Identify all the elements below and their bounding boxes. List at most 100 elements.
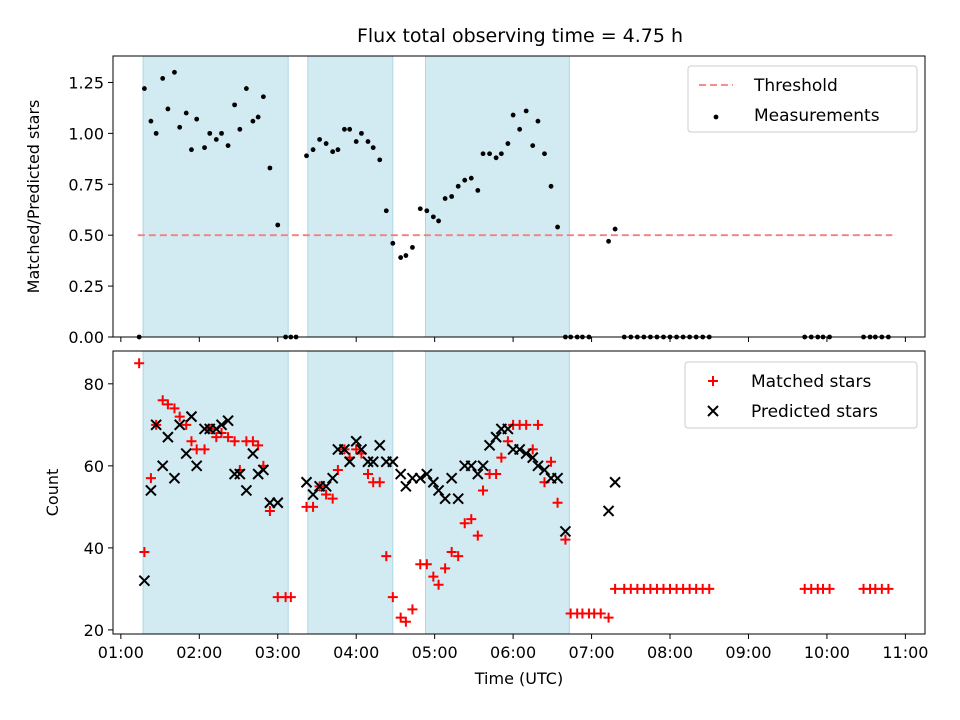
- predicted-star-point: [180, 447, 192, 460]
- predicted-star-point: [538, 464, 551, 476]
- measurement-point: [530, 143, 536, 148]
- legend-frame: [687, 65, 918, 133]
- matched-star-point: [400, 616, 411, 627]
- matched-star-point: [308, 501, 319, 512]
- x-tick-label: 07:00: [569, 643, 615, 662]
- matched-star-point: [532, 419, 543, 430]
- predicted-star-point: [168, 472, 181, 484]
- predicted-star-point: [185, 410, 198, 423]
- predicted-star-point: [215, 419, 228, 431]
- measurement-point: [498, 151, 504, 157]
- predicted-star-point: [532, 460, 544, 472]
- matched-star-point: [247, 436, 258, 447]
- measurement-point: [480, 151, 486, 157]
- predicted-star-point: [362, 456, 374, 468]
- measurement-point: [436, 218, 441, 224]
- predicted-star-point: [421, 468, 433, 480]
- top-shaded-span: [307, 55, 394, 338]
- measurement-point: [505, 141, 511, 146]
- matched-star-point: [351, 444, 362, 455]
- predicted-star-point: [374, 439, 386, 452]
- measurement-point: [317, 137, 322, 142]
- measurement-point: [410, 245, 415, 250]
- matched-star-point: [264, 505, 275, 516]
- measurement-point: [213, 137, 219, 142]
- measurement-point: [267, 165, 273, 171]
- predicted-star-point: [138, 574, 151, 587]
- matched-star-point: [362, 469, 373, 480]
- x-tick-label: 02:00: [176, 643, 222, 662]
- measurement-point: [237, 126, 243, 132]
- matched-star-point: [223, 432, 234, 443]
- measurement-point: [207, 130, 213, 136]
- measurement-point: [468, 175, 474, 181]
- matched-star-point: [381, 551, 392, 562]
- measurement-point: [403, 253, 409, 258]
- measurement-point: [232, 102, 238, 108]
- predicted-star-point: [307, 488, 319, 501]
- legend-predicted-swatch: [707, 405, 719, 417]
- measurement-point: [535, 118, 541, 124]
- matched-star-point: [211, 432, 222, 443]
- predicted-star-point: [150, 419, 162, 431]
- measurement-point: [250, 118, 256, 124]
- x-tick-label: 01:00: [98, 643, 144, 662]
- matched-star-point: [546, 456, 557, 467]
- predicted-star-point: [350, 435, 362, 447]
- predicted-star-point: [156, 460, 169, 472]
- predicted-star-point: [394, 468, 407, 480]
- measurement-point: [370, 145, 376, 151]
- measurement-point: [304, 153, 309, 159]
- predicted-star-point: [145, 484, 157, 497]
- measurement-point: [183, 110, 189, 116]
- legend-label: Measurements: [754, 106, 880, 126]
- predicted-star-point: [367, 456, 379, 468]
- predicted-star-point: [228, 468, 241, 480]
- predicted-star-point: [338, 443, 351, 456]
- x-tick-label: 10:00: [804, 643, 850, 662]
- top-y-tick-label: 0.50: [68, 226, 104, 245]
- matched-star-point: [883, 583, 894, 594]
- measurement-point: [202, 145, 207, 151]
- measurement-point: [219, 130, 224, 136]
- matched-star-point: [428, 571, 439, 582]
- measurement-point: [260, 94, 266, 100]
- bottom-shaded-span: [142, 350, 289, 635]
- x-tick-label: 04:00: [333, 643, 379, 662]
- predicted-star-point: [609, 476, 621, 488]
- x-tick-label: 11:00: [882, 643, 928, 662]
- predicted-star-point: [414, 472, 426, 484]
- top-y-tick-label: 0.75: [68, 175, 104, 194]
- measurement-point: [177, 124, 183, 130]
- top-y-tick-label: 0.25: [68, 277, 104, 296]
- bottom-shaded-span: [425, 350, 570, 635]
- measurement-point: [148, 118, 154, 124]
- predicted-star-point: [477, 460, 489, 472]
- matched-star-point: [491, 469, 502, 480]
- matched-star-point: [453, 551, 464, 562]
- matched-star-point: [395, 612, 406, 623]
- measurement-point: [323, 141, 329, 146]
- matched-star-point: [610, 583, 621, 594]
- matched-star-point: [407, 604, 418, 615]
- matched-star-point: [521, 419, 532, 430]
- measurement-point: [555, 224, 560, 230]
- top-panel: 0.00 0.25 0.50 0.75 1.00 1.25 Matched/Predicte…: [24, 55, 926, 347]
- measurement-point: [310, 147, 316, 153]
- measurement-point: [424, 208, 430, 214]
- top-y-tick-label: 1.25: [68, 73, 104, 92]
- measurement-point: [347, 126, 353, 132]
- measurement-point: [383, 208, 389, 214]
- x-tick-label: 06:00: [490, 643, 536, 662]
- matched-star-point: [496, 452, 507, 463]
- predicted-star-point: [300, 476, 313, 488]
- predicted-star-point: [320, 480, 332, 493]
- x-tick-label: 05:00: [412, 643, 458, 662]
- measurement-point: [487, 151, 492, 157]
- legend-matched-swatch: [708, 376, 718, 386]
- predicted-star-point: [439, 492, 451, 505]
- matched-star-point: [472, 530, 483, 541]
- predicted-star-point: [222, 415, 234, 427]
- matched-star-point: [174, 411, 185, 422]
